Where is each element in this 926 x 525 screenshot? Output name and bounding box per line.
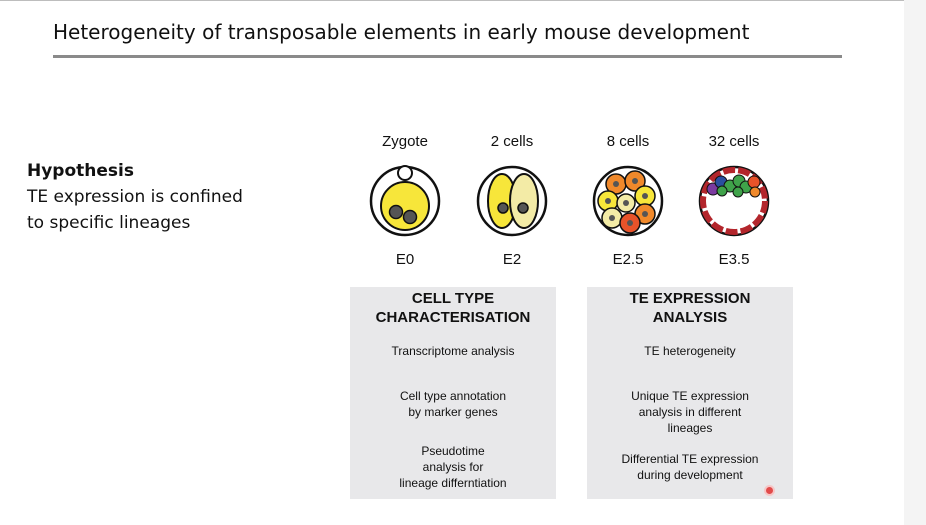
panel-item-line: by marker genes <box>408 405 498 419</box>
panel-item-line: lineage differntiation <box>399 476 507 490</box>
stage-label: Zygote <box>382 133 428 150</box>
panel-title: TE EXPRESSION ANALYSIS <box>587 289 793 327</box>
panel-item-line: Cell type annotation <box>399 389 507 403</box>
panel-title-line: CHARACTERISATION <box>375 309 531 326</box>
te-expression-analysis-panel: TE EXPRESSION ANALYSIS TE heterogeneity … <box>587 287 793 499</box>
hypothesis-line: TE expression is confined <box>27 187 243 207</box>
stage-label: 8 cells <box>606 133 650 150</box>
window-top-edge <box>0 0 926 1</box>
title-underline <box>53 55 842 58</box>
right-margin-strip <box>904 0 926 525</box>
slide-title: Heterogeneity of transposable elements i… <box>53 20 750 44</box>
panel-item-differential-te: Differential TE expression during develo… <box>587 451 793 483</box>
cell-type-characterisation-panel: CELL TYPE CHARACTERISATION Transcriptome… <box>350 287 556 499</box>
stage-day: E2 <box>502 251 522 268</box>
blastocyst-embryo-icon <box>698 165 770 237</box>
laser-pointer-dot <box>766 487 773 494</box>
panel-item-line: TE heterogeneity <box>644 344 736 358</box>
stage-8-cells: 8 cells E2.5 <box>578 133 678 269</box>
panel-title: CELL TYPE CHARACTERISATION <box>350 289 556 327</box>
panel-item-line: Unique TE expression <box>631 389 749 403</box>
panel-title-line: ANALYSIS <box>652 309 728 326</box>
hypothesis-heading: Hypothesis <box>27 161 134 181</box>
eight-cell-embryo-icon <box>592 165 664 237</box>
panel-item-unique-te: Unique TE expression analysis in differe… <box>587 388 793 436</box>
two-cell-embryo-icon <box>476 165 548 237</box>
panel-title-line: CELL TYPE <box>411 290 495 307</box>
panel-title-line: TE EXPRESSION <box>629 290 751 307</box>
panel-item-te-heterogeneity: TE heterogeneity <box>587 343 793 359</box>
stage-day: E0 <box>395 251 415 268</box>
stage-label: 32 cells <box>708 133 760 150</box>
panel-item-annotation: Cell type annotation by marker genes <box>350 388 556 420</box>
stage-label: 2 cells <box>490 133 534 150</box>
panel-item-line: during development <box>637 468 743 482</box>
zygote-embryo-icon <box>369 165 441 237</box>
panel-item-line: analysis in different <box>638 405 742 419</box>
hypothesis-line: to specific lineages <box>27 213 191 233</box>
panel-item-line: Pseudotime <box>421 444 485 458</box>
panel-item-line: Transcriptome analysis <box>391 344 515 358</box>
stage-2-cells: 2 cells E2 <box>462 133 562 269</box>
panel-item-line: Differential TE expression <box>621 452 759 466</box>
stage-day: E3.5 <box>718 251 750 268</box>
stage-32-cells: 32 cells E3.5 <box>684 133 784 269</box>
stage-day: E2.5 <box>612 251 644 268</box>
panel-item-line: lineages <box>667 421 713 435</box>
panel-item-line: analysis for <box>422 460 484 474</box>
panel-item-pseudotime: Pseudotime analysis for lineage differnt… <box>350 443 556 491</box>
stage-zygote: Zygote E0 <box>355 133 455 269</box>
panel-item-transcriptome: Transcriptome analysis <box>350 343 556 359</box>
hypothesis-block: Hypothesis TE expression is confined to … <box>27 158 287 236</box>
